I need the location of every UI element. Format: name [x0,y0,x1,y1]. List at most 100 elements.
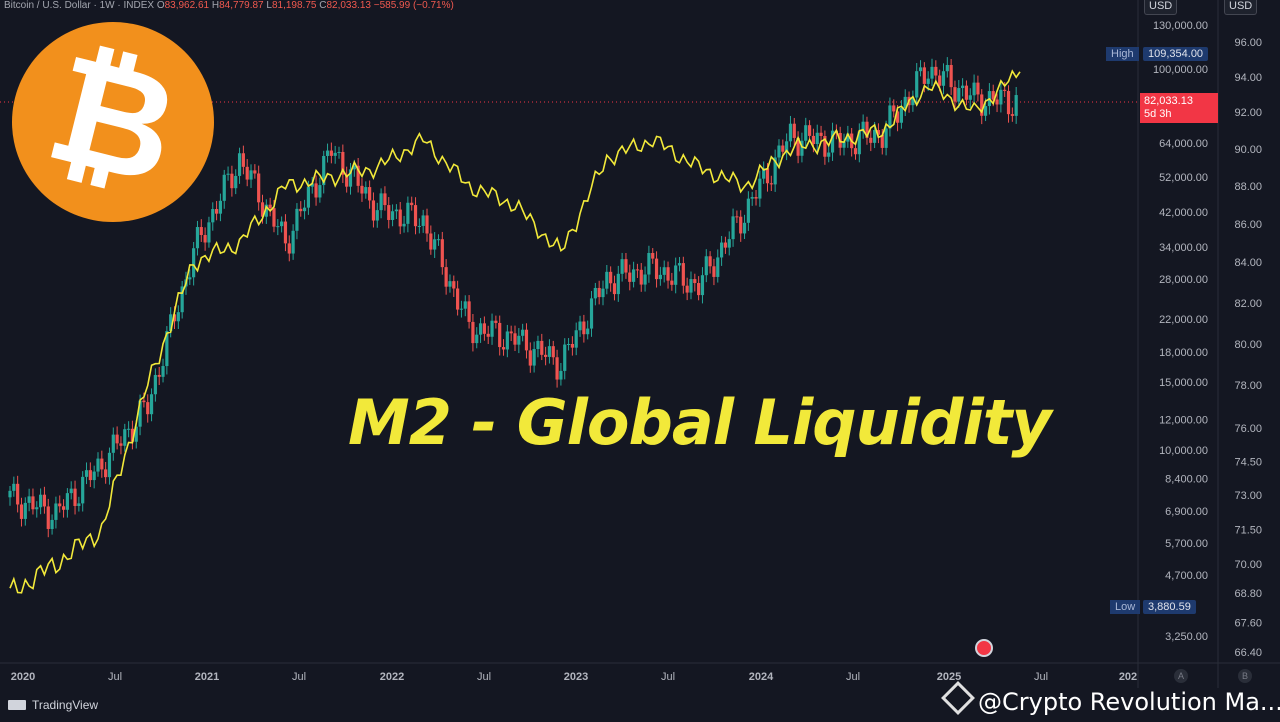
candle-body [207,222,211,243]
candle-body [471,321,475,344]
candle-body [742,222,747,234]
candle-body [895,111,900,123]
candle-body [547,346,552,357]
time-axis-tick-label: 2023 [564,671,588,683]
candle-body [612,283,617,295]
left-axis-tick-label: 6,900.00 [1165,506,1208,518]
candle-body [739,216,743,234]
candle-body [142,400,146,403]
candle-body [769,183,773,185]
candle-body [823,136,827,157]
candle-body [356,165,360,186]
candle-body [601,288,605,298]
candle-body [758,178,762,199]
candle-body [918,67,923,72]
right-axis-tick-label: 76.00 [1234,423,1262,435]
candle-body [387,205,391,220]
candle-body [486,333,490,337]
candle-body [84,470,89,477]
right-axis-tick-label: 68.80 [1234,588,1262,600]
candle-body [861,121,865,132]
candle-body [605,271,609,289]
candle-body [436,239,441,241]
left-axis-tick-label: 22,000.00 [1159,314,1208,326]
chart-title: M2 - Global Liquidity [348,386,1052,459]
candle-body [578,321,582,331]
candle-body [69,488,73,494]
time-axis-tick-label: 2020 [11,671,35,683]
candle-body [73,488,77,506]
candle-body [46,506,50,529]
candle-body [616,273,620,295]
candle-body [685,285,689,293]
candle-body [953,87,957,102]
candle-body [521,329,525,336]
candle-body [800,140,804,156]
left-axis-tick-label: 12,000.00 [1159,414,1208,426]
candle-body [880,134,884,148]
us-flag-icon[interactable] [975,639,993,657]
candle-body [253,170,257,174]
candle-body [922,67,926,84]
candle-body [524,329,529,351]
time-axis-tick-label: 2025 [937,671,961,683]
candle-body [681,263,685,286]
candle-body [379,193,383,211]
candle-body [467,301,471,322]
candle-body [574,330,578,348]
auto-scale-button[interactable]: A [1174,669,1188,683]
candle-body [157,374,161,377]
candle-body [980,94,984,116]
candle-body [348,169,353,187]
candle-body [509,331,513,334]
candle-body [498,322,502,348]
tradingview-brand: TradingView [8,698,98,712]
candle-body [264,204,268,217]
candle-body [727,239,731,248]
candle-body [788,123,793,142]
candle-body [540,340,544,355]
candle-body [593,287,597,299]
candle-body [857,131,861,155]
left-axis-currency[interactable]: USD [1144,0,1178,15]
candle-body [934,66,938,76]
tradingview-icon [8,700,26,710]
candle-body [915,71,919,98]
time-axis-tick-label: Jul [1034,671,1048,683]
candle-body [421,215,425,226]
low-marker-value: 3,880.59 [1143,600,1196,614]
candle-body [58,503,62,507]
candle-body [911,97,915,106]
candle-body [61,506,66,510]
open-label: O [156,0,165,11]
left-axis-tick-label: 52,000.00 [1159,172,1208,184]
candle-body [214,209,219,214]
time-axis-tick-label: Jul [477,671,491,683]
right-axis-tick-label: 90.00 [1234,144,1262,156]
candle-body [475,334,479,344]
left-axis-tick-label: 10,000.00 [1159,445,1208,457]
candle-body [218,200,223,214]
candle-body [964,85,969,100]
candle-body [280,221,284,227]
candle-body [8,490,12,498]
candle-body [846,133,850,142]
right-axis-currency[interactable]: USD [1224,0,1258,15]
candle-body [234,175,238,189]
candle-body [609,271,613,284]
candle-body [589,298,594,329]
right-scale-button[interactable]: B [1238,669,1252,683]
candle-body [536,340,540,350]
m2-series-line [9,69,1021,594]
candle-body [302,207,307,212]
candle-body [268,204,272,209]
left-axis-tick-label: 100,000.00 [1153,64,1208,76]
low-value: 81,198.75 [271,0,317,11]
candle-body [42,494,47,507]
high-marker-label: High [1106,47,1139,61]
candle-body [107,452,112,478]
candle-body [555,357,559,380]
candle-body [796,137,800,156]
candle-body [100,458,104,470]
